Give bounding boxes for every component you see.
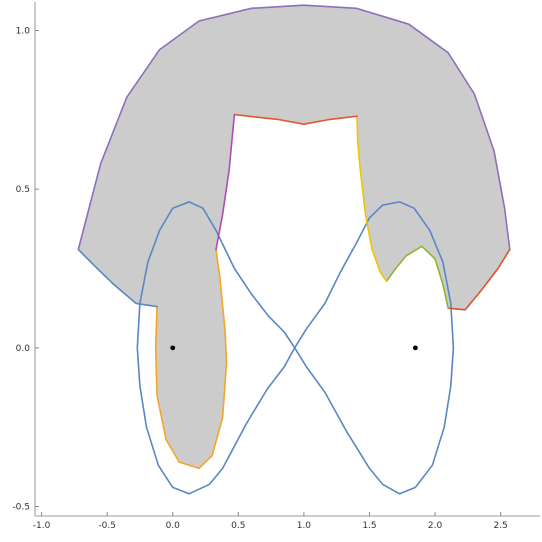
data-point-1: [170, 345, 176, 351]
x-tick-label: -0.5: [98, 521, 116, 531]
curve-6: [385, 245, 450, 310]
curve-4: [77, 4, 511, 251]
curve-5: [447, 248, 511, 311]
x-tick-label: 1.5: [362, 521, 376, 531]
curve-3: [77, 248, 158, 308]
curve-9: [215, 113, 236, 251]
curve-8: [233, 113, 358, 125]
curve-7: [356, 115, 388, 283]
x-tick-label: -1.0: [33, 521, 51, 531]
axes-layer: -1.0 -0.5 0.0 0.5 1.0 1.5 2.0 2.5-0.50.00.51.0: [12, 2, 540, 531]
curves-layer: [77, 4, 511, 495]
y-tick-label: -0.5: [12, 502, 30, 512]
x-tick-label: 2.0: [428, 521, 443, 531]
x-tick-label: 0.0: [166, 521, 181, 531]
x-tick-label: 1.0: [297, 521, 312, 531]
y-tick-label: 0.5: [16, 185, 30, 195]
curve-2: [154, 248, 228, 470]
curve-1: [136, 201, 455, 495]
data-point-2: [412, 345, 418, 351]
y-tick-label: 1.0: [16, 27, 31, 37]
x-tick-label: 0.5: [231, 521, 245, 531]
shaded-region: [78, 5, 510, 469]
x-tick-label: 2.5: [493, 521, 507, 531]
y-tick-label: 0.0: [16, 344, 31, 354]
shaded-region-layer: [78, 5, 510, 469]
points-layer: [170, 345, 418, 351]
